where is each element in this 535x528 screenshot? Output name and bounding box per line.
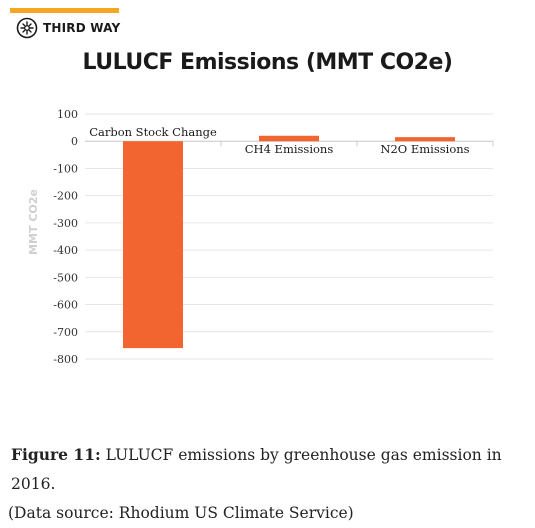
bar [395,137,455,142]
bar-chart: 100 0 -100 -200 -300 -400 -500 -600 -700 -800 MMT … [27,108,494,366]
brand-name: THIRD WAY [43,21,121,35]
brand-accent-bar [10,8,119,13]
y-tick-label: 0 [71,135,78,148]
caption-source: (Data source: Rhodium US Climate Service… [8,504,354,522]
y-tick-label: -600 [53,299,78,312]
caption-label: Figure 11: [11,445,101,464]
chart-title: LULUCF Emissions (MMT CO2e) [82,50,453,75]
y-tick-label: -800 [53,353,78,366]
y-tick-label: -200 [53,190,78,203]
x-category-label: Carbon Stock Change [89,125,217,139]
y-tick-label: -700 [53,326,78,339]
caption-text: LULUCF emissions by greenhouse gas emiss… [11,446,502,493]
figure-caption: Figure 11: LULUCF emissions by greenhous… [8,440,533,528]
y-tick-label: 100 [57,108,78,121]
y-tick-label: -400 [53,244,78,257]
third-way-logo-icon [16,17,38,39]
y-axis-title: MMT CO2e [27,189,40,255]
x-category-label: N2O Emissions [380,142,469,156]
y-tick-label: -100 [53,162,78,175]
y-tick-label: -300 [53,217,78,230]
x-category-label: CH4 Emissions [245,142,334,156]
brand-logo-group: THIRD WAY [16,17,120,39]
bar [259,135,319,142]
bar [123,141,183,349]
y-tick-label: -500 [53,271,78,284]
